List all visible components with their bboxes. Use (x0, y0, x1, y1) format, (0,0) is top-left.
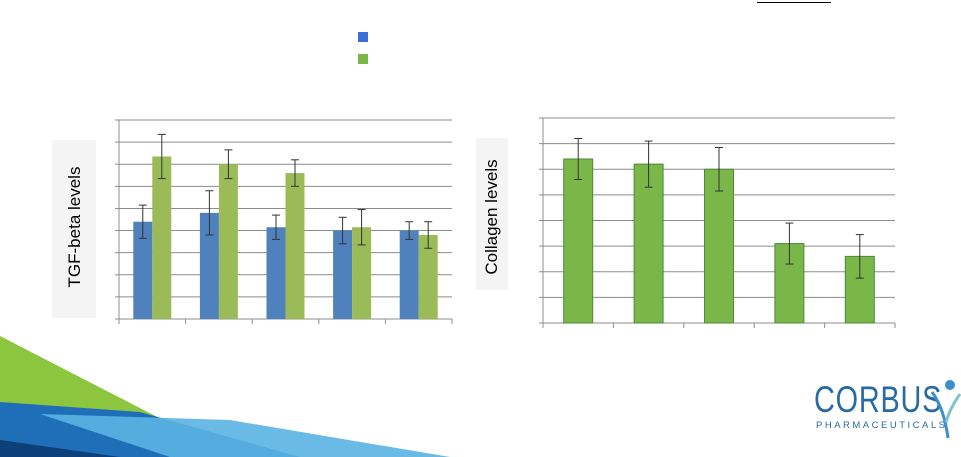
logo-subtitle: PHARMACEUTICALS (816, 420, 948, 431)
bar (266, 227, 286, 319)
bar (633, 163, 664, 324)
bar (218, 164, 238, 319)
bar (333, 230, 353, 319)
bar (563, 158, 594, 324)
chart2-ylabel-box (476, 138, 508, 290)
legend-swatch-blue (358, 32, 368, 42)
corbus-logo: CORBUS PHARMACEUTICALS (812, 379, 961, 440)
bar (352, 227, 372, 319)
logo-wordmark: CORBUS (814, 379, 943, 420)
top-rule (757, 2, 831, 3)
bar (199, 212, 219, 319)
bar (133, 221, 153, 319)
logo-figure-icon (930, 380, 961, 439)
bar (152, 156, 172, 319)
legend-swatch-green (358, 54, 368, 64)
bar (418, 234, 438, 319)
bar (285, 173, 305, 319)
chart1-ylabel-box (52, 140, 96, 318)
bar (704, 168, 734, 324)
bar (399, 230, 419, 319)
